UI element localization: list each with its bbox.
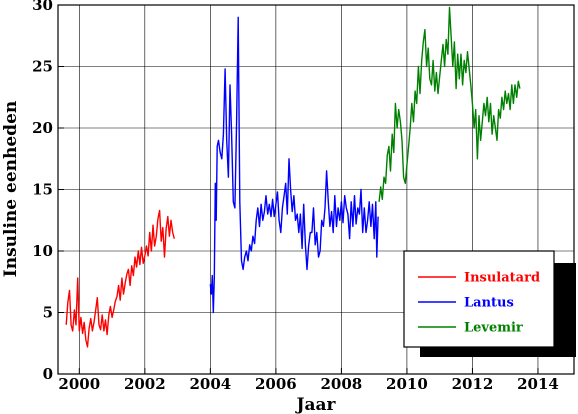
- y-tick-label: 25: [32, 58, 53, 76]
- legend: Insulatard Lantus Levemir: [403, 250, 576, 357]
- x-tick-label: 2008: [321, 375, 363, 393]
- x-tick-label: 2004: [189, 375, 231, 393]
- y-tick-label: 20: [32, 119, 53, 137]
- series-line-lantus: [209, 16, 379, 314]
- series-lines: [65, 6, 521, 348]
- y-axis-title: Insuline eenheden: [1, 101, 21, 277]
- legend-label-insulatard: Insulatard: [464, 271, 540, 286]
- legend-label-lantus: Lantus: [464, 296, 514, 311]
- x-tick-label: 2006: [255, 375, 297, 393]
- axis-ticks: 2000 2002 2004 2006 2008 2010 2012 2014 0 5 10 15 20…: [32, 0, 559, 393]
- x-tick-label: 2000: [58, 375, 100, 393]
- legend-label-levemir: Levemir: [464, 321, 523, 336]
- series-line-levemir: [378, 6, 521, 202]
- x-axis-title: Jaar: [294, 395, 336, 414]
- y-tick-label: 0: [43, 365, 53, 383]
- legend-items: Insulatard Lantus Levemir: [418, 271, 540, 336]
- legend-box: [403, 250, 555, 348]
- x-tick-label: 2010: [386, 375, 428, 393]
- y-tick-label: 10: [32, 242, 53, 260]
- x-tick-label: 2002: [124, 375, 166, 393]
- y-tick-label: 30: [32, 0, 53, 14]
- y-tick-label: 15: [32, 181, 53, 199]
- x-tick-label: 2012: [452, 375, 494, 393]
- series-line-insulatard: [65, 209, 175, 348]
- y-tick-label: 5: [43, 304, 53, 322]
- x-tick-label: 2014: [517, 375, 559, 393]
